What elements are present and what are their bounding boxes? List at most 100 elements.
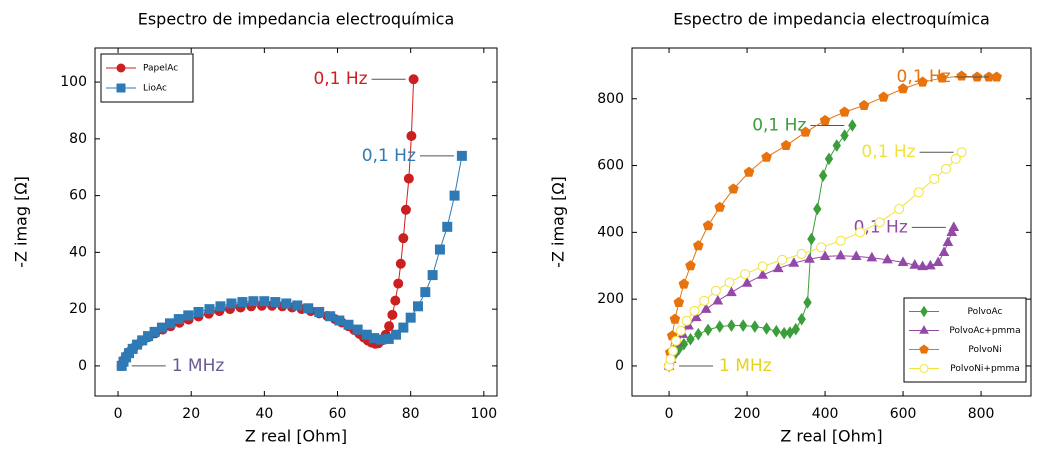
- marker: [387, 309, 398, 320]
- marker: [427, 270, 438, 281]
- marker: [920, 305, 928, 318]
- marker: [215, 301, 226, 312]
- y-tick-label: 800: [597, 91, 624, 107]
- legend-label: LioAc: [143, 84, 167, 94]
- marker: [325, 311, 336, 322]
- marker: [314, 306, 325, 317]
- marker: [281, 298, 292, 309]
- marker: [681, 315, 692, 326]
- marker: [917, 260, 928, 271]
- marker: [686, 332, 695, 346]
- marker: [936, 72, 948, 83]
- y-tick-label: 0: [78, 358, 87, 374]
- x-tick-label: 400: [812, 406, 839, 422]
- marker: [702, 220, 714, 231]
- marker: [703, 323, 713, 337]
- marker: [929, 173, 940, 184]
- marker: [991, 71, 1002, 82]
- marker: [226, 298, 237, 309]
- marker: [874, 217, 885, 228]
- marker: [726, 286, 737, 297]
- marker: [940, 163, 951, 174]
- plot-frame: [631, 47, 1032, 397]
- marker: [835, 235, 846, 246]
- marker: [897, 256, 909, 267]
- marker: [797, 312, 806, 326]
- marker: [728, 183, 739, 194]
- legend-label: PolvoAc+pmma: [949, 326, 1020, 336]
- marker: [942, 236, 954, 247]
- marker: [164, 318, 175, 329]
- marker: [398, 322, 409, 333]
- marker: [412, 301, 423, 312]
- marker: [894, 203, 905, 214]
- marker: [882, 253, 893, 264]
- marker: [270, 297, 281, 308]
- marker: [391, 329, 402, 340]
- annotation: 0,1 Hz: [313, 69, 367, 89]
- marker: [665, 354, 676, 365]
- marker: [909, 259, 921, 269]
- marker: [710, 285, 721, 296]
- marker: [779, 326, 789, 340]
- marker: [788, 257, 800, 267]
- marker: [738, 319, 748, 332]
- marker: [950, 153, 961, 164]
- y-tick-label: 600: [597, 158, 624, 174]
- marker: [791, 322, 801, 336]
- marker: [400, 204, 411, 215]
- marker: [405, 312, 416, 323]
- marker: [689, 305, 700, 316]
- x-tick-label: 60: [329, 406, 347, 422]
- marker: [807, 232, 816, 246]
- marker: [917, 76, 928, 87]
- legend-label: PolvoNi: [968, 345, 1001, 355]
- marker: [956, 70, 967, 81]
- marker: [715, 320, 724, 333]
- marker: [757, 261, 768, 272]
- series-line: [121, 155, 463, 367]
- marker: [678, 278, 690, 289]
- marker: [303, 303, 314, 314]
- marker: [741, 277, 753, 287]
- annotation: 1 MHz: [719, 356, 772, 376]
- marker: [932, 256, 944, 267]
- marker: [919, 364, 929, 373]
- marker: [839, 106, 850, 117]
- marker: [456, 150, 467, 161]
- marker: [772, 324, 781, 338]
- marker: [824, 152, 834, 166]
- marker: [743, 166, 755, 177]
- marker: [292, 300, 303, 311]
- x-tick-label: 600: [890, 406, 917, 422]
- y-tick-label: 200: [597, 291, 624, 307]
- marker: [878, 91, 889, 102]
- marker: [956, 147, 967, 158]
- y-tick-label: 40: [69, 244, 87, 260]
- marker: [816, 242, 827, 253]
- marker: [442, 221, 453, 232]
- marker: [671, 335, 682, 346]
- marker: [679, 337, 689, 351]
- marker: [667, 345, 678, 356]
- chart-title: Espectro de impedancia electroquímica: [138, 10, 455, 29]
- x-axis-label: Z real [Ohm]: [245, 427, 347, 446]
- marker: [800, 126, 811, 137]
- marker: [858, 99, 870, 110]
- marker: [850, 250, 862, 261]
- marker: [835, 249, 847, 260]
- marker: [173, 314, 184, 325]
- marker: [259, 296, 270, 307]
- annotation: 0,1 Hz: [752, 115, 806, 135]
- marker: [772, 262, 784, 273]
- marker: [785, 326, 795, 339]
- marker: [712, 294, 724, 305]
- y-tick-label: 60: [69, 188, 87, 204]
- marker: [694, 327, 703, 341]
- plot-frame: [94, 47, 498, 397]
- marker: [449, 190, 460, 201]
- marker: [406, 130, 417, 141]
- marker: [334, 315, 345, 326]
- marker: [685, 260, 696, 271]
- marker: [714, 201, 726, 212]
